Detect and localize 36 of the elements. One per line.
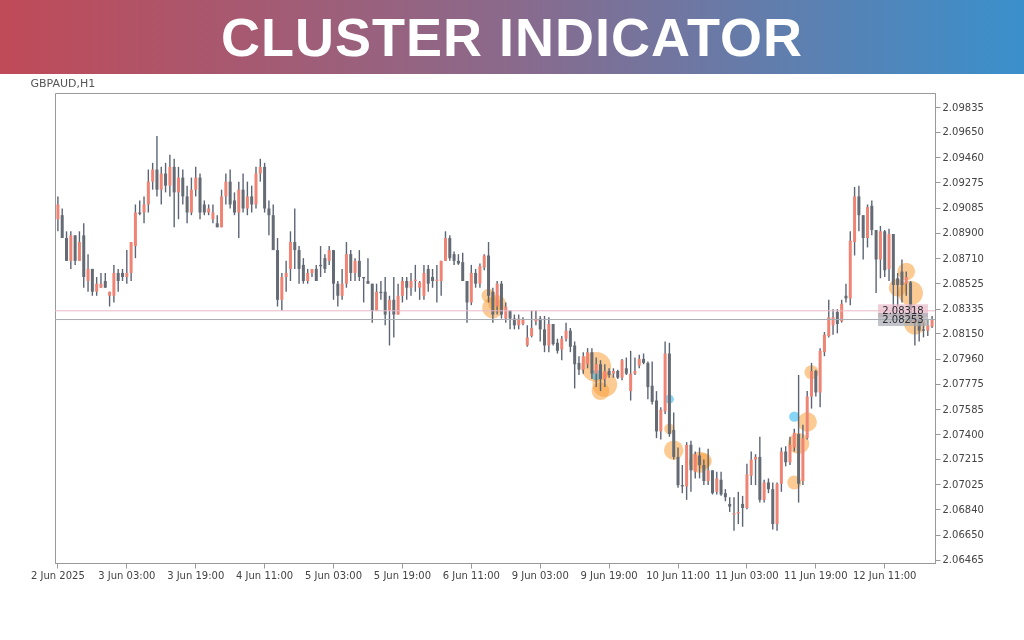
y-tick-label: 2.09275 (942, 176, 984, 188)
y-tick-label: 2.07025 (942, 478, 984, 490)
x-tick-label: 5 Jun 03:00 (304, 569, 363, 581)
y-tick-label: 2.08900 (942, 227, 984, 239)
x-tick-label: 5 Jun 19:00 (373, 569, 431, 581)
y-tick-label: 2.07585 (942, 403, 984, 415)
x-tick-label: 4 Jun 11:00 (236, 569, 294, 581)
y-tick-label: 2.08150 (942, 327, 984, 339)
y-tick-label: 2.07775 (942, 378, 984, 390)
x-tick-label: 9 Jun 03:00 (511, 569, 569, 581)
x-tick-label: 9 Jun 19:00 (580, 569, 638, 581)
y-tick-label: 2.07400 (942, 428, 984, 440)
x-tick-label: 10 Jun 11:00 (646, 569, 710, 581)
y-tick-label: 2.09085 (942, 202, 984, 214)
y-tick-label: 2.07215 (942, 453, 984, 465)
x-tick-label: 3 Jun 03:00 (98, 569, 156, 581)
y-tick-label: 2.09650 (942, 126, 984, 138)
y-tick-label: 2.09460 (942, 151, 984, 163)
y-tick-label: 2.08335 (942, 303, 984, 315)
x-tick-label: 3 Jun 19:00 (167, 569, 225, 581)
x-tick-label: 2 Jun 2025 (31, 569, 85, 581)
x-tick-label: 11 Jun 03:00 (715, 569, 779, 581)
y-tick-label: 2.06840 (942, 503, 984, 515)
y-tick-label: 2.06650 (942, 529, 984, 541)
x-tick-label: 12 Jun 11:00 (852, 569, 917, 581)
chart-title: CLUSTER INDICATOR (0, 0, 1024, 74)
y-tick-label: 2.07960 (942, 353, 984, 365)
y-tick-label: 2.06465 (942, 554, 984, 566)
x-tick-label: 11 Jun 19:00 (784, 569, 848, 581)
chart-subtitle: GBPAUD,H1 (30, 77, 96, 90)
ref-line-label: 2.08253 (882, 313, 924, 325)
x-tick-label: 6 Jun 11:00 (442, 569, 500, 581)
y-tick-label: 2.08525 (942, 277, 984, 289)
y-tick-label: 2.08710 (942, 252, 984, 264)
y-tick-label: 2.09835 (942, 101, 984, 113)
ref-line-label: 2.08318 (882, 304, 924, 316)
